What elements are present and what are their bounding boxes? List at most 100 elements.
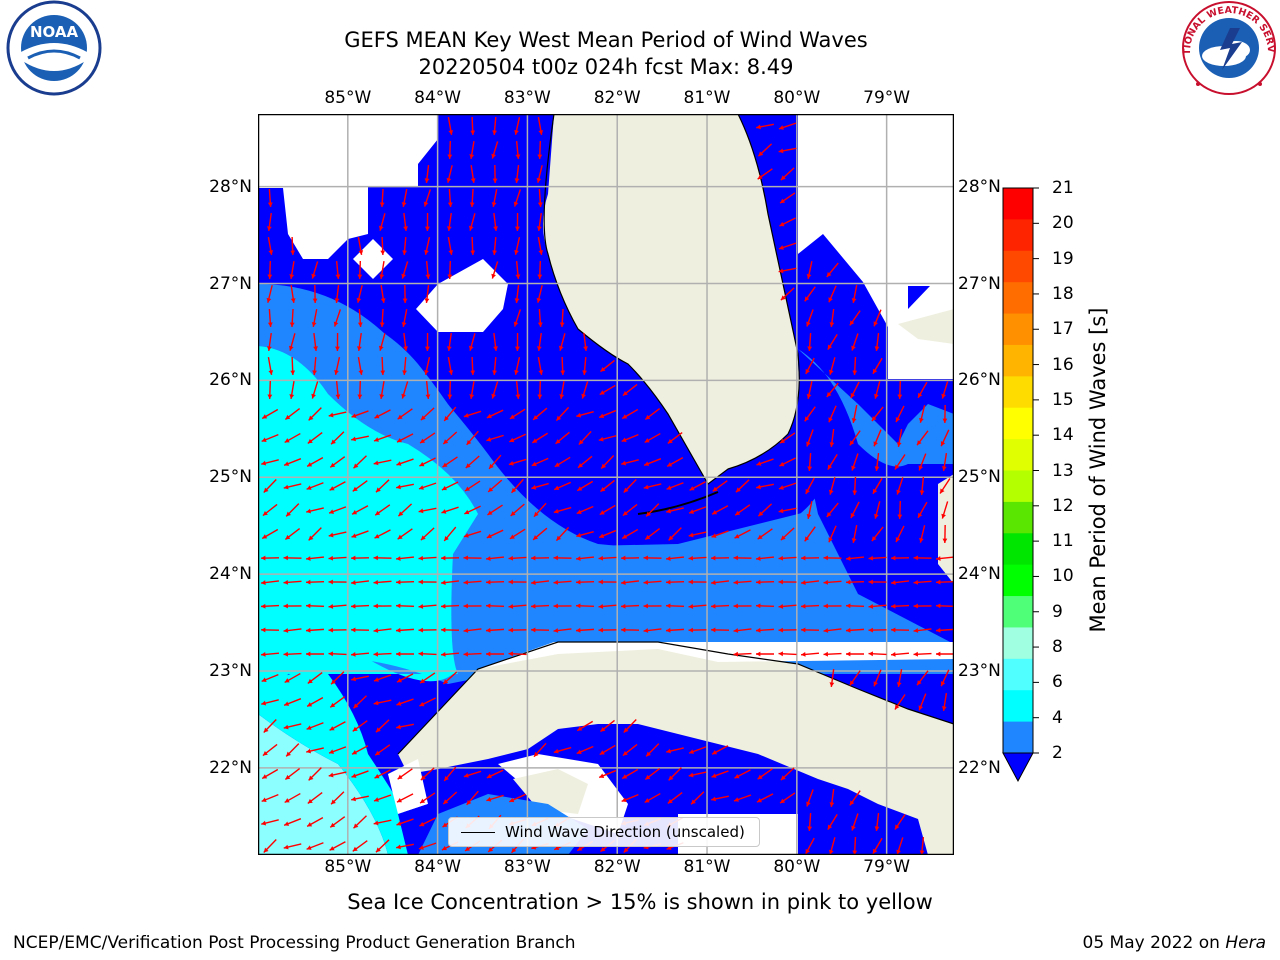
wind-wave-arrow [644,432,661,444]
lon-tick-bottom: 79°W [863,857,911,877]
wind-wave-arrow [688,771,707,778]
ocean-band-8-9 [258,714,388,855]
wind-wave-arrow [532,407,548,421]
wind-wave-arrow [486,529,504,539]
wind-wave-arrow [600,359,615,373]
wind-wave-arrow [537,357,544,375]
wind-wave-arrow [533,502,547,518]
wind-wave-arrow [396,458,414,466]
wind-wave-arrow [688,746,707,754]
wind-wave-arrow [733,603,752,609]
wind-wave-arrow [828,525,837,543]
wind-wave-arrow [289,261,295,279]
wind-wave-arrow [329,481,346,491]
wind-wave-arrow [918,453,927,471]
wind-wave-arrow [917,381,928,399]
wind-wave-arrow [374,769,391,779]
wind-wave-arrow [600,719,615,733]
wind-wave-arrow [827,453,838,471]
wind-wave-arrow [755,556,775,561]
wind-wave-arrow [440,603,460,609]
wind-wave-arrow [330,431,345,445]
wind-wave-arrow [418,842,437,850]
wind-wave-arrow [846,651,864,657]
wind-wave-arrow [284,527,301,541]
wind-wave-arrow [755,603,775,609]
wind-wave-arrow [845,556,865,561]
wind-wave-arrow [305,579,325,585]
wind-wave-arrow [779,457,796,467]
wind-wave-arrow [463,530,482,538]
wind-wave-arrow [852,836,858,855]
wind-wave-arrow [396,433,414,443]
wind-wave-arrow [895,525,905,543]
wind-wave-arrow [688,604,707,609]
wind-wave-arrow [805,477,815,495]
wind-wave-arrow [486,651,504,657]
wind-wave-arrow [582,356,587,376]
wind-wave-arrow [446,332,452,352]
wind-wave-arrow [443,406,457,422]
wind-wave-arrow [306,507,324,514]
wind-wave-arrow [555,406,570,422]
wind-wave-arrow [667,792,683,804]
wind-wave-arrow [757,768,773,780]
wind-wave-arrow [419,457,436,467]
wind-wave-arrow [823,555,842,561]
wind-wave-arrow [357,237,364,255]
wind-wave-arrow [851,285,858,303]
wind-wave-arrow [313,332,318,352]
wind-wave-arrow [290,284,296,304]
wind-wave-arrow [357,308,363,328]
wind-wave-arrow [940,669,950,687]
florida-keys [637,491,719,515]
wind-wave-arrow [894,694,906,710]
wind-wave-arrow [800,627,820,633]
wind-wave-arrow [440,555,460,561]
wind-wave-arrow [559,381,565,399]
wind-wave-arrow [373,459,392,466]
wind-wave-arrow [868,604,887,609]
wind-wave-arrow [373,794,392,802]
colorbar-segment [1003,658,1033,691]
wind-wave-arrow [896,429,903,447]
wind-wave-arrow [378,333,386,351]
wind-wave-arrow [486,434,504,442]
wind-wave-arrow [942,524,948,544]
wind-wave-arrow [667,432,683,444]
colorbar-segment [1003,596,1033,628]
wind-wave-arrow [644,527,661,541]
wind-wave-arrow [620,580,640,585]
wind-wave-arrow [645,743,660,757]
wind-wave-arrow [896,669,903,687]
wind-wave-arrow [622,743,638,757]
wind-wave-arrow [508,627,527,633]
wind-wave-arrow [396,698,414,706]
wind-wave-arrow [328,555,347,561]
wind-wave-arrow [447,380,453,400]
wind-wave-arrow [555,431,570,445]
wind-wave-arrow [779,217,796,227]
wind-wave-arrow [620,603,640,609]
wind-wave-arrow [442,456,458,468]
wind-wave-arrow [913,628,932,633]
lon-tick-top: 85°W [324,88,372,108]
wind-wave-arrow [576,410,594,418]
colorbar-tick-label: 14 [1052,425,1074,446]
wind-wave-arrow [919,525,926,543]
wind-wave-arrow [289,381,295,399]
lat-tick-right: 22°N [958,757,1001,778]
wind-wave-arrow [665,579,685,585]
footer-date: 05 May 2022 on Hera [1083,933,1267,953]
wind-wave-arrow [395,579,415,585]
wind-wave-arrow [328,604,347,609]
colorbar-tick-label: 9 [1052,601,1063,622]
no-data-region [416,259,508,332]
wind-wave-arrow [283,723,302,730]
wind-wave-arrow [666,482,684,490]
colorbar-extend-arrow [1002,752,1034,783]
wind-wave-arrow [531,457,549,467]
wind-wave-arrow [600,479,615,493]
wind-wave-arrow [373,674,392,682]
wind-wave-arrow [446,212,452,232]
